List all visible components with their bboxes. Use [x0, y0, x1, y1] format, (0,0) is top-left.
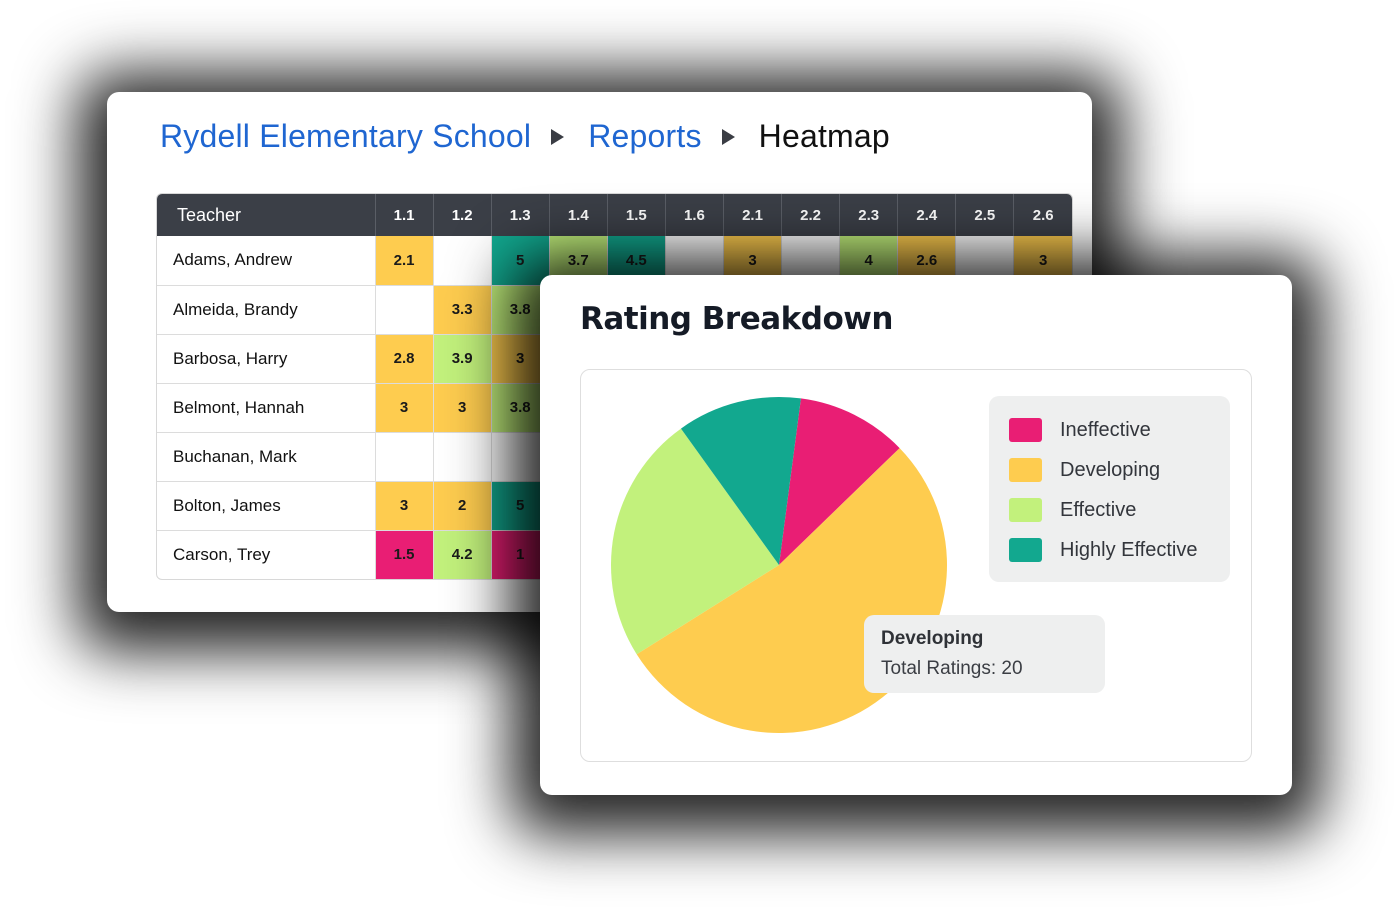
chart-legend: Ineffective Developing Effective Highly Eff… [989, 396, 1230, 582]
heatmap-cell[interactable] [432, 431, 492, 481]
heatmap-cell[interactable] [490, 431, 550, 481]
chart-container: Ineffective Developing Effective Highly Eff… [580, 369, 1252, 762]
heatmap-cell[interactable]: 3 [490, 333, 550, 383]
legend-item-highly-effective[interactable]: Highly Effective [1009, 530, 1230, 570]
column-header-teacher[interactable]: Teacher [157, 194, 375, 236]
breadcrumb-school-link[interactable]: Rydell Elementary School [160, 118, 532, 154]
breadcrumb-arrow-icon [551, 128, 565, 145]
legend-label: Highly Effective [1060, 538, 1198, 561]
pie-slice-highly-effective[interactable] [680, 397, 801, 565]
heatmap-cell[interactable]: 5 [490, 480, 550, 530]
heatmap-cell[interactable]: 2.8 [374, 333, 434, 383]
column-header-2-2[interactable]: 2.2 [781, 194, 840, 236]
column-header-2-4[interactable]: 2.4 [897, 194, 956, 236]
legend-label: Developing [1060, 458, 1161, 481]
column-header-2-5[interactable]: 2.5 [955, 194, 1014, 236]
heatmap-cell[interactable] [374, 284, 434, 334]
legend-swatch-icon [1009, 498, 1042, 522]
column-header-1-6[interactable]: 1.6 [664, 194, 724, 236]
heatmap-cell[interactable]: 3.8 [490, 382, 550, 432]
heatmap-cell[interactable]: 3 [374, 480, 434, 530]
column-header-1-4[interactable]: 1.4 [548, 194, 608, 236]
column-header-2-3[interactable]: 2.3 [839, 194, 898, 236]
heatmap-cell[interactable]: 1.5 [374, 529, 434, 579]
legend-swatch-icon [1009, 458, 1042, 482]
teacher-name[interactable]: Bolton, James [157, 480, 375, 530]
teacher-name[interactable]: Belmont, Hannah [157, 382, 375, 432]
tooltip-title: Developing [881, 628, 984, 649]
legend-item-ineffective[interactable]: Ineffective [1009, 410, 1230, 450]
teacher-name[interactable]: Carson, Trey [157, 529, 375, 579]
heatmap-cell[interactable]: 2 [432, 480, 492, 530]
column-header-1-1[interactable]: 1.1 [374, 194, 434, 236]
breadcrumb: Rydell Elementary School Reports Heatmap [160, 118, 890, 155]
column-header-2-6[interactable]: 2.6 [1013, 194, 1072, 236]
heatmap-cell[interactable]: 4.2 [432, 529, 492, 579]
teacher-name[interactable]: Buchanan, Mark [157, 431, 375, 481]
breadcrumb-arrow-icon [721, 128, 735, 145]
pie-slice-effective[interactable] [611, 428, 779, 655]
tooltip-value: Total Ratings: 20 [881, 658, 1023, 679]
heatmap-cell[interactable]: 5 [490, 236, 550, 285]
heatmap-cell[interactable]: 3 [374, 382, 434, 432]
heatmap-cell[interactable] [374, 431, 434, 481]
heatmap-cell[interactable]: 3 [432, 382, 492, 432]
legend-label: Ineffective [1060, 418, 1151, 441]
teacher-name[interactable]: Almeida, Brandy [157, 284, 375, 334]
heatmap-cell[interactable]: 3.8 [490, 284, 550, 334]
rating-breakdown-title: Rating Breakdown [580, 301, 893, 337]
column-header-1-3[interactable]: 1.3 [490, 194, 550, 236]
legend-swatch-icon [1009, 418, 1042, 442]
heatmap-cell[interactable]: 2.1 [374, 236, 434, 285]
heatmap-cell[interactable]: 3.3 [432, 284, 492, 334]
legend-swatch-icon [1009, 538, 1042, 562]
column-header-1-2[interactable]: 1.2 [432, 194, 492, 236]
pie-slice-ineffective[interactable] [779, 398, 900, 565]
legend-item-effective[interactable]: Effective [1009, 490, 1230, 530]
breadcrumb-current-page: Heatmap [758, 118, 890, 154]
heatmap-cell[interactable]: 1 [490, 529, 550, 579]
legend-item-developing[interactable]: Developing [1009, 450, 1230, 490]
column-header-2-1[interactable]: 2.1 [722, 194, 782, 236]
teacher-name[interactable]: Adams, Andrew [173, 250, 293, 270]
breadcrumb-reports-link[interactable]: Reports [588, 118, 702, 154]
teacher-name[interactable]: Barbosa, Harry [157, 333, 375, 383]
column-header-1-5[interactable]: 1.5 [606, 194, 666, 236]
legend-label: Effective [1060, 498, 1137, 521]
heatmap-cell[interactable] [432, 236, 492, 285]
rating-breakdown-card: Rating Breakdown Ineffective Developing Ef… [540, 275, 1292, 795]
table-header-row: Teacher 1.1 1.2 1.3 1.4 1.5 1.6 2.1 2.2 2.3 2.4 2.… [157, 194, 1072, 236]
heatmap-cell[interactable]: 3.9 [432, 333, 492, 383]
chart-tooltip: Developing Total Ratings: 20 [864, 615, 1105, 693]
